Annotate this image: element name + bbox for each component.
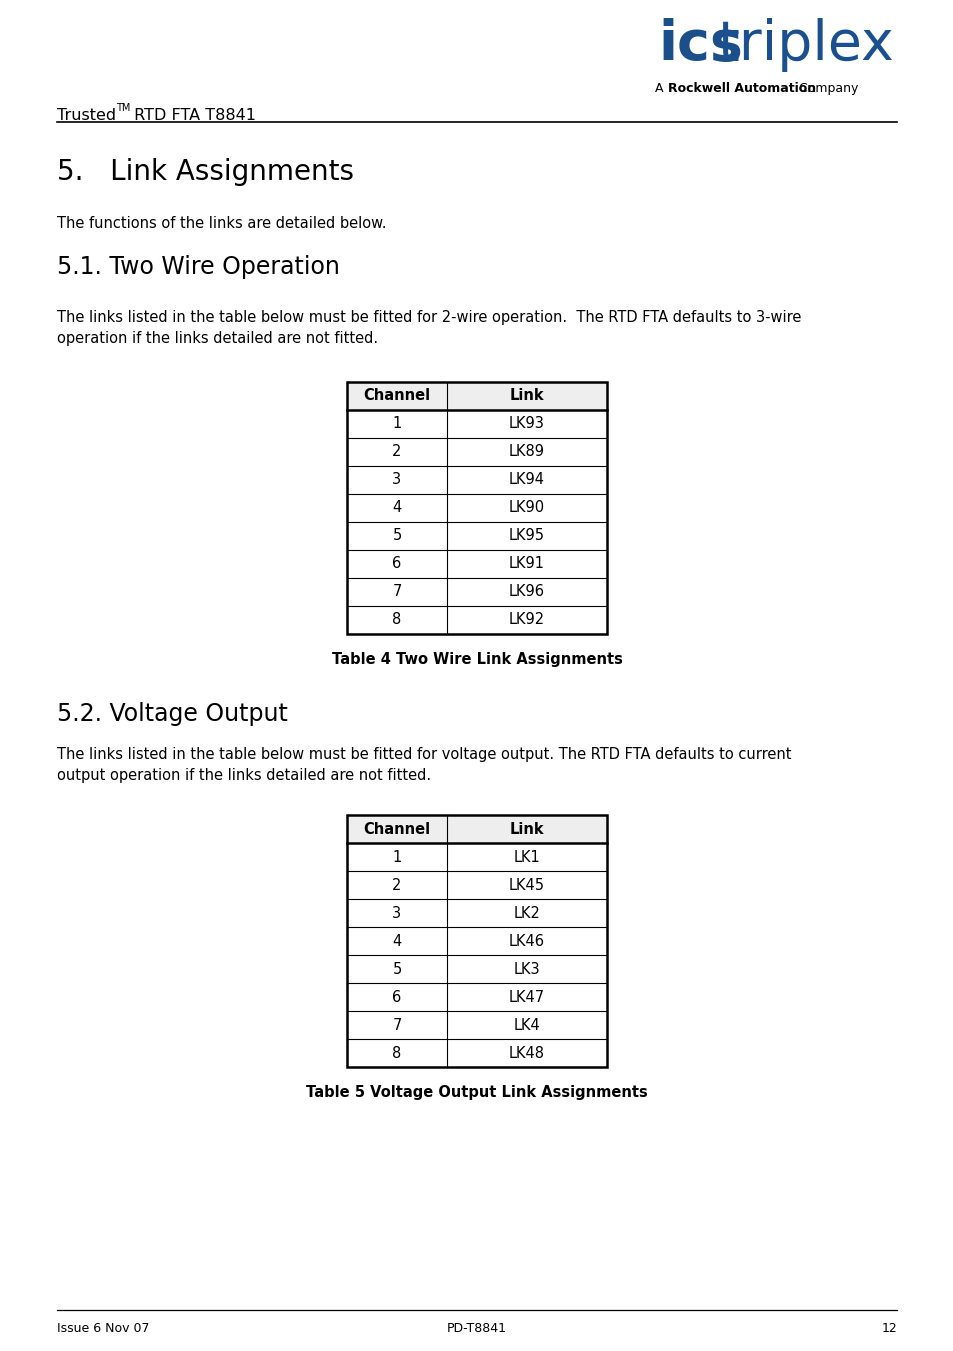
Text: Trusted: Trusted	[57, 108, 116, 123]
Text: LK90: LK90	[508, 500, 544, 516]
Text: Channel: Channel	[363, 821, 430, 836]
Text: Link: Link	[509, 389, 544, 404]
Text: 3: 3	[392, 473, 401, 488]
Text: The links listed in the table below must be fitted for voltage output. The RTD F: The links listed in the table below must…	[57, 747, 791, 784]
Text: 2: 2	[392, 878, 401, 893]
Text: 8: 8	[392, 1046, 401, 1061]
Text: 6: 6	[392, 557, 401, 571]
Text: Company: Company	[794, 82, 858, 95]
Text: ics: ics	[658, 18, 742, 72]
Text: LK45: LK45	[509, 878, 544, 893]
Text: LK1: LK1	[513, 850, 539, 865]
Text: LK96: LK96	[509, 585, 544, 600]
Text: 1: 1	[392, 416, 401, 431]
Text: Issue 6 Nov 07: Issue 6 Nov 07	[57, 1323, 150, 1335]
Text: 7: 7	[392, 585, 401, 600]
Text: 2: 2	[392, 444, 401, 459]
Text: PD-T8841: PD-T8841	[447, 1323, 506, 1335]
Text: 6: 6	[392, 989, 401, 1005]
Text: LK93: LK93	[509, 416, 544, 431]
Bar	[347, 382, 606, 634]
Text: A: A	[655, 82, 667, 95]
Bar	[347, 382, 606, 409]
Text: 5.2. Voltage Output: 5.2. Voltage Output	[57, 703, 288, 725]
Text: 1: 1	[392, 850, 401, 865]
Text: Link: Link	[509, 821, 544, 836]
Text: Table 5 Voltage Output Link Assignments: Table 5 Voltage Output Link Assignments	[306, 1085, 647, 1100]
Text: 12: 12	[881, 1323, 896, 1335]
Text: Table 4 Two Wire Link Assignments: Table 4 Two Wire Link Assignments	[332, 653, 621, 667]
Text: LK95: LK95	[509, 528, 544, 543]
Text: The functions of the links are detailed below.: The functions of the links are detailed …	[57, 216, 386, 231]
Text: 7: 7	[392, 1017, 401, 1032]
Text: TM: TM	[116, 103, 131, 113]
Text: RTD FTA T8841: RTD FTA T8841	[129, 108, 255, 123]
Text: LK46: LK46	[509, 934, 544, 948]
Text: triplex: triplex	[718, 18, 894, 72]
Bar	[347, 815, 606, 843]
Text: Rockwell Automation: Rockwell Automation	[667, 82, 815, 95]
Text: LK2: LK2	[513, 905, 539, 920]
Text: LK48: LK48	[509, 1046, 544, 1061]
Text: LK92: LK92	[508, 612, 544, 627]
Text: 5.1. Two Wire Operation: 5.1. Two Wire Operation	[57, 255, 339, 280]
Text: LK91: LK91	[509, 557, 544, 571]
Text: 5: 5	[392, 528, 401, 543]
Text: LK3: LK3	[513, 962, 539, 977]
Text: 4: 4	[392, 500, 401, 516]
Text: LK89: LK89	[509, 444, 544, 459]
Bar	[347, 815, 606, 1067]
Text: LK47: LK47	[508, 989, 544, 1005]
Text: 5: 5	[392, 962, 401, 977]
Text: 4: 4	[392, 934, 401, 948]
Text: LK94: LK94	[509, 473, 544, 488]
Text: 5.   Link Assignments: 5. Link Assignments	[57, 158, 354, 186]
Text: LK4: LK4	[513, 1017, 539, 1032]
Text: 3: 3	[392, 905, 401, 920]
Text: 8: 8	[392, 612, 401, 627]
Text: The links listed in the table below must be fitted for 2-wire operation.  The RT: The links listed in the table below must…	[57, 309, 801, 346]
Text: Channel: Channel	[363, 389, 430, 404]
